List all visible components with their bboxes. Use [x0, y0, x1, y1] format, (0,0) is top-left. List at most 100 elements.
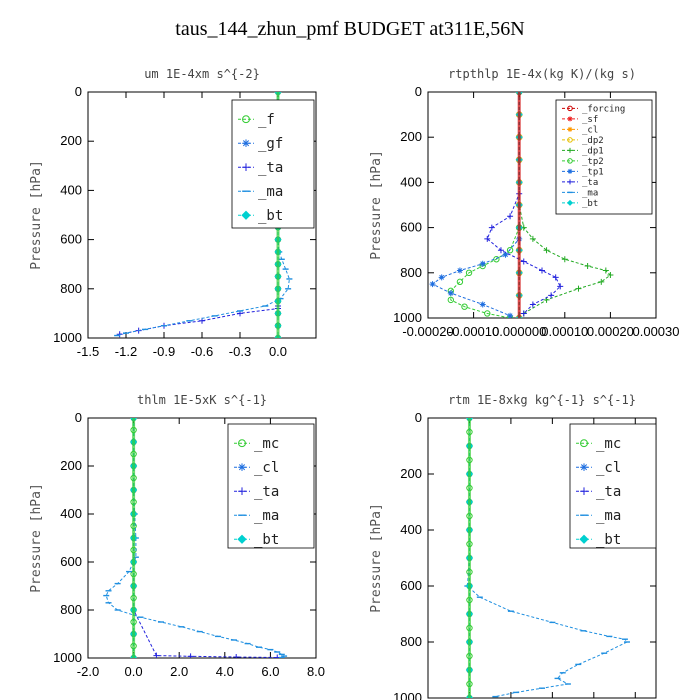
legend-marker [238, 439, 246, 448]
legend-marker [579, 534, 589, 544]
legend-label: _tp1 [582, 168, 604, 178]
legend-marker [238, 463, 246, 472]
figure-title: taus_144_zhun_pmf BUDGET at311E,56N [175, 18, 525, 40]
data-point [438, 274, 445, 281]
data-point [233, 654, 240, 658]
data-point [461, 303, 468, 310]
plot-frame [427, 417, 657, 699]
x-tick-label: 2.0 [170, 664, 188, 679]
data-point [529, 301, 536, 308]
x-tick-label: 0.000000 [492, 324, 546, 339]
series-line-tp1 [431, 92, 520, 317]
y-tick-label: 400 [400, 174, 422, 189]
series-group [429, 92, 614, 318]
legend-marker [580, 439, 588, 448]
legend-label: _bt [258, 208, 283, 224]
data-point [497, 247, 504, 254]
x-tick-label: 4.0 [216, 664, 234, 679]
data-point [529, 235, 536, 242]
legend-label: _bt [582, 199, 598, 209]
legend-label: _cl [596, 460, 621, 476]
x-tick-label: 0.0 [269, 344, 287, 359]
legend-label: _ma [596, 508, 621, 524]
legend-label: _dp1 [582, 147, 604, 157]
y-tick-label: 0 [75, 84, 82, 99]
legend-marker [242, 163, 250, 172]
data-point [429, 281, 436, 288]
series-line-tp2 [450, 92, 520, 318]
legend-marker [580, 487, 588, 496]
legend-marker [567, 199, 573, 206]
data-point [187, 653, 194, 658]
data-point [484, 310, 491, 317]
legend-label: _tp2 [582, 157, 604, 167]
legend-label: _cl [254, 460, 279, 476]
legend-label: _mc [254, 436, 279, 452]
legend-marker [567, 126, 573, 132]
data-point [539, 267, 545, 274]
y-axis-label: Pressure [hPa] [369, 150, 384, 260]
data-point [465, 269, 473, 276]
data-point [552, 274, 559, 281]
series-group [464, 418, 630, 698]
x-tick-label: -0.3 [229, 344, 251, 359]
chart-title: um 1E-4xm s^{-2} [144, 67, 260, 81]
chart-panel-1: um 1E-4xm s^{-2} Pressure [hPa] 0 200 400 600… [29, 67, 317, 359]
x-tick-label: -0.00010 [448, 324, 499, 339]
x-tick-label: -2.0 [77, 664, 99, 679]
chart-panel-4: rtm 1E-8xkg kg^{-1} s^{-1} Pressure [hPa]… [369, 393, 657, 700]
legend-marker [567, 116, 573, 122]
legend-label: _cl [582, 126, 598, 136]
data-point [548, 292, 555, 299]
chart-title: thlm 1E-5xK s^{-1} [137, 393, 267, 407]
chart-panel-3: thlm 1E-5xK s^{-1} Pressure [hPa] 0 200 400 6… [29, 393, 325, 679]
y-axis-label: Pressure [hPa] [369, 503, 384, 613]
legend-marker [242, 139, 250, 148]
legend-label: _ta [254, 484, 279, 500]
x-tick-label: -1.2 [115, 344, 137, 359]
chart-title: rtm 1E-8xkg kg^{-1} s^{-1} [448, 393, 636, 407]
legend-label: _bt [254, 532, 279, 548]
y-tick-label: 400 [60, 506, 82, 521]
data-point [447, 296, 454, 304]
y-axis-label: Pressure [hPa] [29, 160, 44, 270]
x-tick-label: 8.0 [307, 664, 325, 679]
y-tick-label: 800 [60, 281, 82, 296]
y-tick-label: 0 [75, 410, 82, 425]
legend-label: _dp2 [582, 136, 604, 146]
data-point [153, 652, 160, 658]
legend-label: _ta [258, 160, 283, 176]
x-tick-label: 0.00010 [541, 324, 588, 339]
data-point [602, 267, 609, 274]
x-tick-label: 0.00020 [587, 324, 634, 339]
y-tick-label: 800 [400, 634, 422, 649]
legend-label: _ma [258, 184, 283, 200]
data-point [506, 247, 514, 254]
legend-box [227, 423, 315, 549]
legend-marker [567, 168, 573, 174]
x-tick-label: -0.6 [191, 344, 213, 359]
legend-marker [238, 487, 246, 496]
y-tick-label: 400 [60, 182, 82, 197]
legend-marker [237, 534, 247, 544]
chart-panel-2: rtpthlp 1E-4x(kg K)/(kg s) Pressure [hPa]… [369, 67, 680, 339]
y-tick-label: 400 [400, 522, 422, 537]
legend-label: _forcing [582, 105, 625, 115]
legend-marker [567, 179, 573, 185]
legend-marker [567, 147, 573, 153]
x-tick-label: 6.0 [261, 664, 279, 679]
data-point [447, 290, 454, 297]
data-point [575, 285, 582, 292]
plot-frame [427, 91, 657, 319]
legend-label: _ta [596, 484, 621, 500]
legend-label: _f [258, 112, 275, 128]
legend-label: _mc [596, 436, 621, 452]
legend-marker [580, 463, 588, 472]
x-tick-label: -1.5 [77, 344, 99, 359]
data-point [456, 278, 464, 286]
data-point [479, 301, 486, 308]
legend-label: _bt [596, 532, 621, 548]
data-point [607, 272, 614, 279]
data-point [507, 312, 514, 318]
